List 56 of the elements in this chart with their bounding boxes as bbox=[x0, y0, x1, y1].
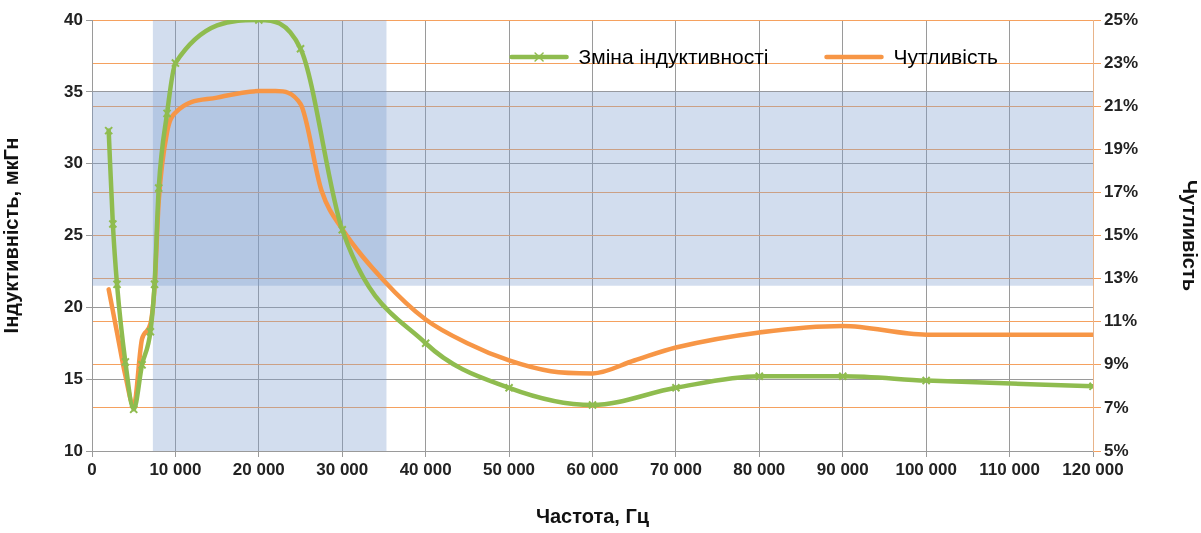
point bbox=[137, 360, 147, 370]
y2-tick-label: 11% bbox=[1104, 311, 1138, 331]
x-tick-label: 80 000 bbox=[733, 459, 786, 479]
point bbox=[162, 108, 172, 118]
y-tick-label: 25 bbox=[64, 225, 83, 245]
x-tick-label: 120 000 bbox=[1062, 459, 1124, 479]
y2-tick-label: 23% bbox=[1104, 52, 1139, 72]
y-tick-label: 30 bbox=[64, 153, 83, 173]
x-tick-label: 30 000 bbox=[316, 459, 369, 479]
y-tick-label: 40 bbox=[64, 9, 83, 29]
point bbox=[154, 183, 164, 193]
point bbox=[104, 126, 114, 136]
y2-tick-label: 5% bbox=[1104, 440, 1129, 460]
y-tick-label: 20 bbox=[64, 297, 83, 317]
x-tick-label: 90 000 bbox=[816, 459, 869, 479]
point bbox=[145, 327, 155, 337]
point bbox=[108, 219, 118, 229]
x-tick-label: 20 000 bbox=[232, 459, 285, 479]
y-tick-label: 15 bbox=[64, 368, 83, 388]
x-tick-label: 100 000 bbox=[895, 459, 957, 479]
y2-tick-label: 13% bbox=[1104, 268, 1139, 288]
x-tick-label: 60 000 bbox=[566, 459, 619, 479]
y-tick-label: 10 bbox=[64, 440, 83, 460]
point bbox=[838, 371, 848, 381]
point bbox=[421, 338, 431, 348]
point bbox=[296, 44, 306, 54]
y2-axis-title: Чутливість bbox=[1179, 179, 1201, 292]
point bbox=[170, 58, 180, 68]
y-axis-title: Індуктивність, мкГн bbox=[0, 137, 22, 334]
point bbox=[337, 225, 347, 235]
x-tick-label: 70 000 bbox=[649, 459, 702, 479]
x-tick-label: 0 bbox=[87, 459, 97, 479]
point bbox=[129, 404, 139, 414]
point bbox=[671, 383, 681, 393]
y2-tick-label: 19% bbox=[1104, 138, 1139, 158]
x-tick-label: 50 000 bbox=[483, 459, 536, 479]
y2-tick-label: 9% bbox=[1104, 354, 1129, 374]
y-tick-label: 35 bbox=[64, 81, 83, 101]
x-axis-title: Частота, Гц bbox=[535, 504, 650, 527]
point bbox=[754, 371, 764, 381]
point bbox=[504, 383, 514, 393]
point bbox=[587, 400, 598, 410]
y2-tick-label: 15% bbox=[1104, 225, 1139, 245]
y2-tick-label: 25% bbox=[1104, 9, 1139, 29]
point bbox=[150, 279, 160, 289]
y2-tick-label: 7% bbox=[1104, 397, 1129, 417]
y2-tick-label: 21% bbox=[1104, 95, 1139, 115]
point bbox=[112, 279, 122, 289]
legend-label: Чутливість bbox=[893, 44, 999, 68]
legend-label: Зміна індуктивності bbox=[578, 44, 769, 68]
x-tick-label: 10 000 bbox=[149, 459, 202, 479]
point bbox=[921, 376, 931, 386]
y2-tick-label: 17% bbox=[1104, 182, 1139, 202]
x-tick-label: 110 000 bbox=[979, 459, 1040, 479]
point bbox=[120, 357, 130, 367]
x-tick-label: 40 000 bbox=[399, 459, 452, 479]
